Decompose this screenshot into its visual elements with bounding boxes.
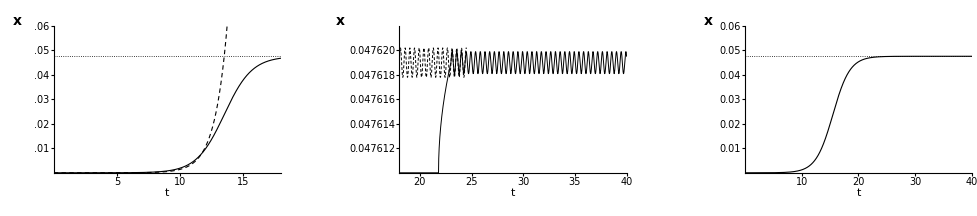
X-axis label: t: t xyxy=(165,188,170,198)
X-axis label: t: t xyxy=(856,188,861,198)
Text: x: x xyxy=(336,14,345,28)
X-axis label: t: t xyxy=(511,188,515,198)
Text: x: x xyxy=(13,14,21,28)
Text: x: x xyxy=(703,14,713,28)
